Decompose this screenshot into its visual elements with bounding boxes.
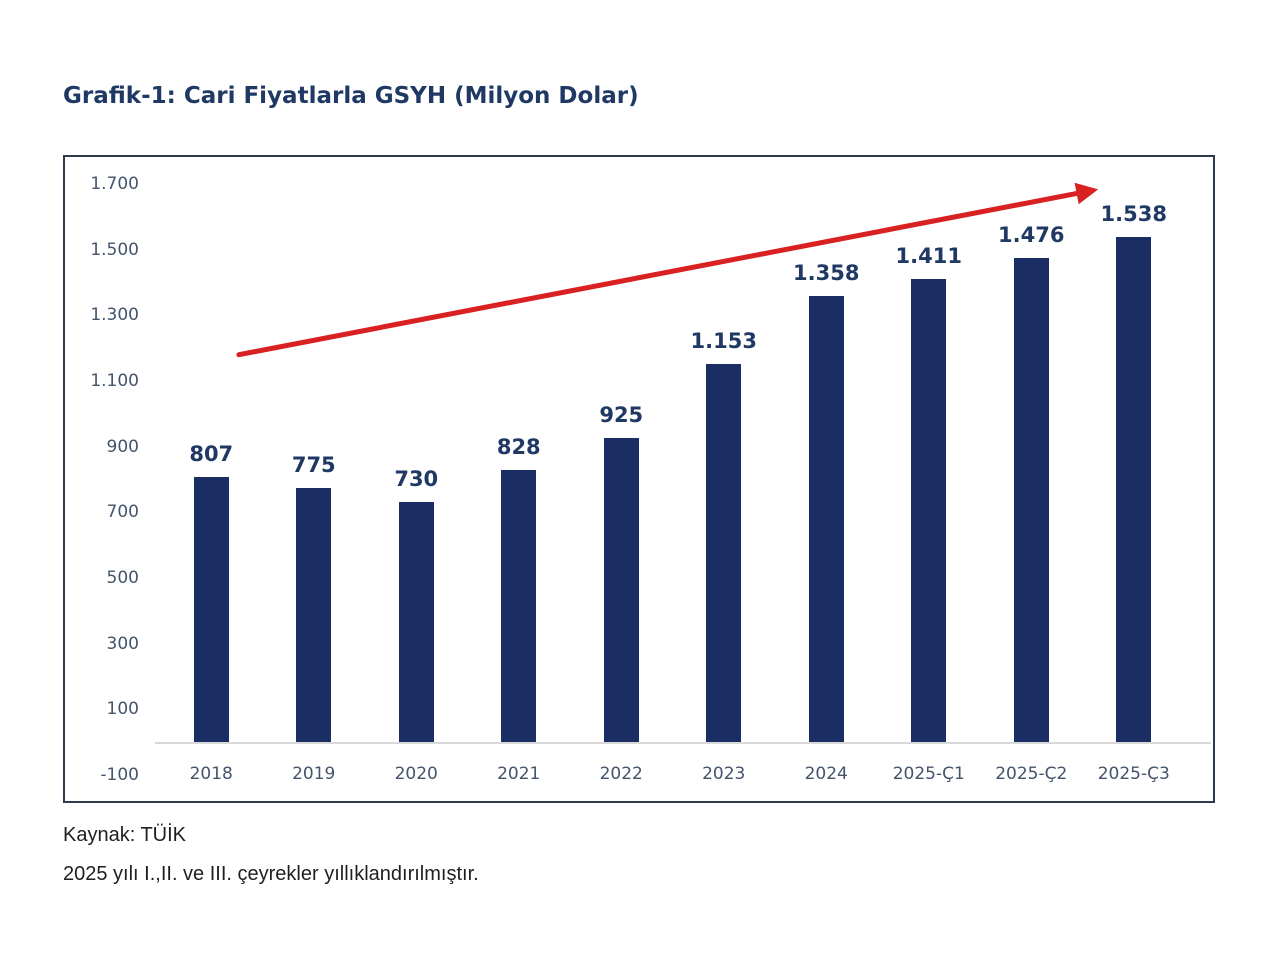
y-tick-label: 1.300 — [90, 305, 139, 326]
x-tick-label: 2023 — [702, 764, 746, 784]
x-tick-label: 2018 — [189, 764, 233, 784]
y-tick-label: 500 — [106, 567, 139, 588]
x-axis-line — [155, 742, 1211, 744]
x-tick-label: 2021 — [497, 764, 541, 784]
bar-value-label: 730 — [394, 467, 439, 492]
bar-2025-Ç1 — [911, 278, 947, 742]
y-tick-label: 1.100 — [90, 370, 139, 391]
chart-footer: Kaynak: TÜİK 2025 yılı I.,II. ve III. çe… — [63, 816, 479, 894]
bar-value-label: 1.538 — [1100, 202, 1167, 227]
bar-2021 — [501, 470, 537, 742]
bar-2023 — [706, 363, 742, 742]
x-tick-label: 2024 — [804, 764, 848, 784]
plot-area: 807 2018 775 2019 730 2020 828 2021 925 2022 1.153… — [160, 157, 1185, 801]
y-tick-label: -100 — [100, 764, 139, 785]
bar-2019 — [296, 487, 332, 742]
bar-value-label: 925 — [599, 403, 644, 428]
x-tick-label: 2022 — [599, 764, 643, 784]
trend-arrow-line — [236, 182, 1099, 358]
bar-2018 — [193, 477, 229, 742]
bar-2025-Ç3 — [1116, 237, 1152, 742]
bar-value-label: 807 — [189, 442, 234, 467]
y-tick-label: 300 — [106, 633, 139, 654]
x-tick-label: 2025-Ç3 — [1097, 764, 1170, 784]
bar-value-label: 775 — [291, 452, 336, 477]
bar-2025-Ç2 — [1013, 257, 1049, 742]
bar-value-label: 1.153 — [690, 328, 757, 353]
source-note: Kaynak: TÜİK — [63, 824, 187, 846]
y-tick-label: 700 — [106, 502, 139, 523]
bar-value-label: 1.476 — [998, 222, 1065, 247]
bar-2024 — [808, 296, 844, 742]
x-tick-label: 2019 — [292, 764, 336, 784]
y-tick-label: 100 — [106, 699, 139, 720]
y-tick-label: 1.700 — [90, 174, 139, 194]
bar-2020 — [398, 502, 434, 742]
x-tick-label: 2025-Ç2 — [995, 764, 1068, 784]
x-tick-label: 2020 — [394, 764, 438, 784]
x-tick-label: 2025-Ç1 — [892, 764, 965, 784]
chart-frame: 1.700 1.500 1.300 1.100 900 700 500 300 100 -100 … — [63, 155, 1215, 803]
bar-2022 — [603, 438, 639, 742]
chart-title: Grafik-1: Cari Fiyatlarla GSYH (Milyon D… — [63, 83, 639, 109]
trend-arrow — [236, 182, 1099, 358]
footnote: 2025 yılı I.,II. ve III. çeyrekler yıllı… — [63, 863, 479, 885]
y-tick-label: 900 — [106, 436, 139, 457]
bar-value-label: 828 — [496, 435, 541, 460]
bar-value-label: 1.358 — [793, 261, 860, 286]
y-tick-label: 1.500 — [90, 239, 139, 260]
bar-value-label: 1.411 — [895, 243, 962, 268]
